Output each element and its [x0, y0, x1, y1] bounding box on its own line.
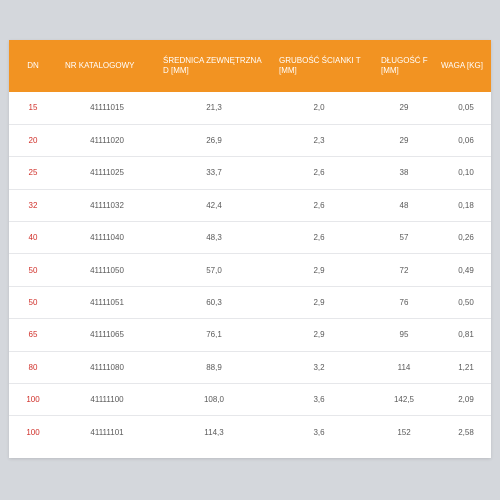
- cell-outer-diameter: 26,9: [206, 136, 222, 146]
- cell-weight: 0,18: [458, 200, 474, 210]
- cell-dn: 20: [28, 136, 38, 146]
- cell-catalog-number: 41111025: [90, 168, 124, 178]
- header-catalog-number: NR KATALOGOWY: [65, 61, 135, 70]
- cell-dn: 15: [28, 103, 38, 113]
- cell-wall-thickness: 2,6: [313, 233, 325, 243]
- cell-weight: 2,58: [458, 427, 474, 437]
- table-row: 80 41111080 88,9 3,2 114 1,21: [9, 351, 491, 384]
- cell-wall-thickness: 3,6: [313, 395, 325, 405]
- table-row: 65 41111065 76,1 2,9 95 0,81: [9, 319, 491, 352]
- table-row: 100 41111100 108,0 3,6 142,5 2,09: [9, 384, 491, 416]
- header-wall-thickness: GRUBOŚĆ ŚCIANKI T [MM]: [279, 56, 361, 75]
- cell-weight: 0,10: [458, 168, 474, 178]
- cell-weight: 0,26: [458, 233, 474, 243]
- cell-catalog-number: 41111032: [90, 200, 124, 210]
- table-row: 20 41111020 26,9 2,3 29 0,06: [9, 124, 491, 157]
- cell-wall-thickness: 2,9: [313, 330, 325, 340]
- table-row: 50 41111050 57,0 2,9 72 0,49: [9, 254, 491, 287]
- cell-wall-thickness: 2,3: [313, 136, 325, 146]
- cell-catalog-number: 41111065: [90, 330, 124, 340]
- table-row: 32 41111032 42,4 2,6 48 0,18: [9, 189, 491, 222]
- cell-outer-diameter: 76,1: [206, 330, 222, 340]
- cell-weight: 0,50: [458, 298, 474, 308]
- cell-length: 72: [399, 265, 409, 275]
- header-weight: WAGA [KG]: [441, 61, 483, 70]
- cell-weight: 0,06: [458, 136, 474, 146]
- cell-outer-diameter: 114,3: [204, 427, 224, 437]
- table-row: 100 41111101 114,3 3,6 152 2,58: [9, 416, 491, 448]
- cell-dn: 50: [28, 298, 38, 308]
- cell-length: 114: [397, 362, 411, 372]
- cell-dn: 50: [28, 265, 38, 275]
- cell-catalog-number: 41111101: [90, 427, 124, 437]
- cell-length: 142,5: [393, 395, 415, 405]
- cell-outer-diameter: 42,4: [206, 200, 222, 210]
- table-body: 15 41111015 21,3 2,0 29 0,05 20 41111020 26,9 2,3…: [9, 92, 491, 448]
- cell-weight: 1,21: [458, 362, 474, 372]
- table-row: 40 41111040 48,3 2,6 57 0,26: [9, 222, 491, 254]
- cell-wall-thickness: 2,0: [313, 103, 325, 113]
- cell-dn: 65: [28, 330, 38, 340]
- cell-length: 57: [399, 233, 409, 243]
- cell-wall-thickness: 2,6: [313, 200, 325, 210]
- header-dn: DN: [27, 61, 39, 70]
- cell-outer-diameter: 33,7: [206, 168, 222, 178]
- cell-outer-diameter: 88,9: [206, 362, 222, 372]
- cell-length: 29: [399, 136, 409, 146]
- cell-dn: 25: [28, 168, 38, 178]
- cell-length: 48: [399, 200, 409, 210]
- cell-weight: 0,49: [458, 265, 474, 275]
- table-row: 15 41111015 21,3 2,0 29 0,05: [9, 92, 491, 125]
- cell-outer-diameter: 21,3: [206, 103, 222, 113]
- cell-catalog-number: 41111051: [90, 298, 124, 308]
- cell-catalog-number: 41111080: [90, 362, 124, 372]
- cell-length: 95: [399, 330, 409, 340]
- cell-dn: 80: [28, 362, 38, 372]
- cell-outer-diameter: 48,3: [206, 233, 222, 243]
- cell-length: 29: [399, 103, 409, 113]
- cell-weight: 2,09: [458, 395, 474, 405]
- cell-length: 152: [397, 427, 411, 437]
- table-row: 50 41111051 60,3 2,9 76 0,50: [9, 286, 491, 319]
- cell-catalog-number: 41111050: [90, 265, 124, 275]
- cell-dn: 40: [28, 233, 38, 243]
- cell-length: 38: [399, 168, 409, 178]
- cell-dn: 100: [26, 395, 40, 405]
- cell-wall-thickness: 2,9: [313, 298, 325, 308]
- cell-catalog-number: 41111015: [90, 103, 124, 113]
- cell-wall-thickness: 3,2: [313, 362, 325, 372]
- header-row: DN NR KATALOGOWY ŚREDNICA ZEWNĘTRZNA D […: [9, 40, 491, 92]
- cell-catalog-number: 41111100: [90, 395, 124, 405]
- cell-outer-diameter: 60,3: [206, 298, 222, 308]
- cell-wall-thickness: 2,6: [313, 168, 325, 178]
- product-table-panel: DN NR KATALOGOWY ŚREDNICA ZEWNĘTRZNA D […: [9, 40, 491, 458]
- cell-wall-thickness: 3,6: [313, 427, 325, 437]
- cell-wall-thickness: 2,9: [313, 265, 325, 275]
- table-row: 25 41111025 33,7 2,6 38 0,10: [9, 157, 491, 190]
- cell-outer-diameter: 57,0: [206, 265, 222, 275]
- table-header: DN NR KATALOGOWY ŚREDNICA ZEWNĘTRZNA D […: [9, 40, 491, 92]
- cell-outer-diameter: 108,0: [203, 395, 225, 405]
- header-length: DŁUGOŚĆ F [MM]: [381, 56, 428, 75]
- cell-catalog-number: 41111040: [90, 233, 124, 243]
- product-spec-table: DN NR KATALOGOWY ŚREDNICA ZEWNĘTRZNA D […: [9, 40, 491, 448]
- cell-weight: 0,05: [458, 103, 474, 113]
- cell-length: 76: [399, 298, 409, 308]
- header-outer-diameter: ŚREDNICA ZEWNĘTRZNA D [MM]: [163, 56, 262, 75]
- cell-dn: 32: [28, 200, 38, 210]
- cell-dn: 100: [26, 427, 40, 437]
- cell-catalog-number: 41111020: [90, 136, 124, 146]
- cell-weight: 0,81: [458, 330, 474, 340]
